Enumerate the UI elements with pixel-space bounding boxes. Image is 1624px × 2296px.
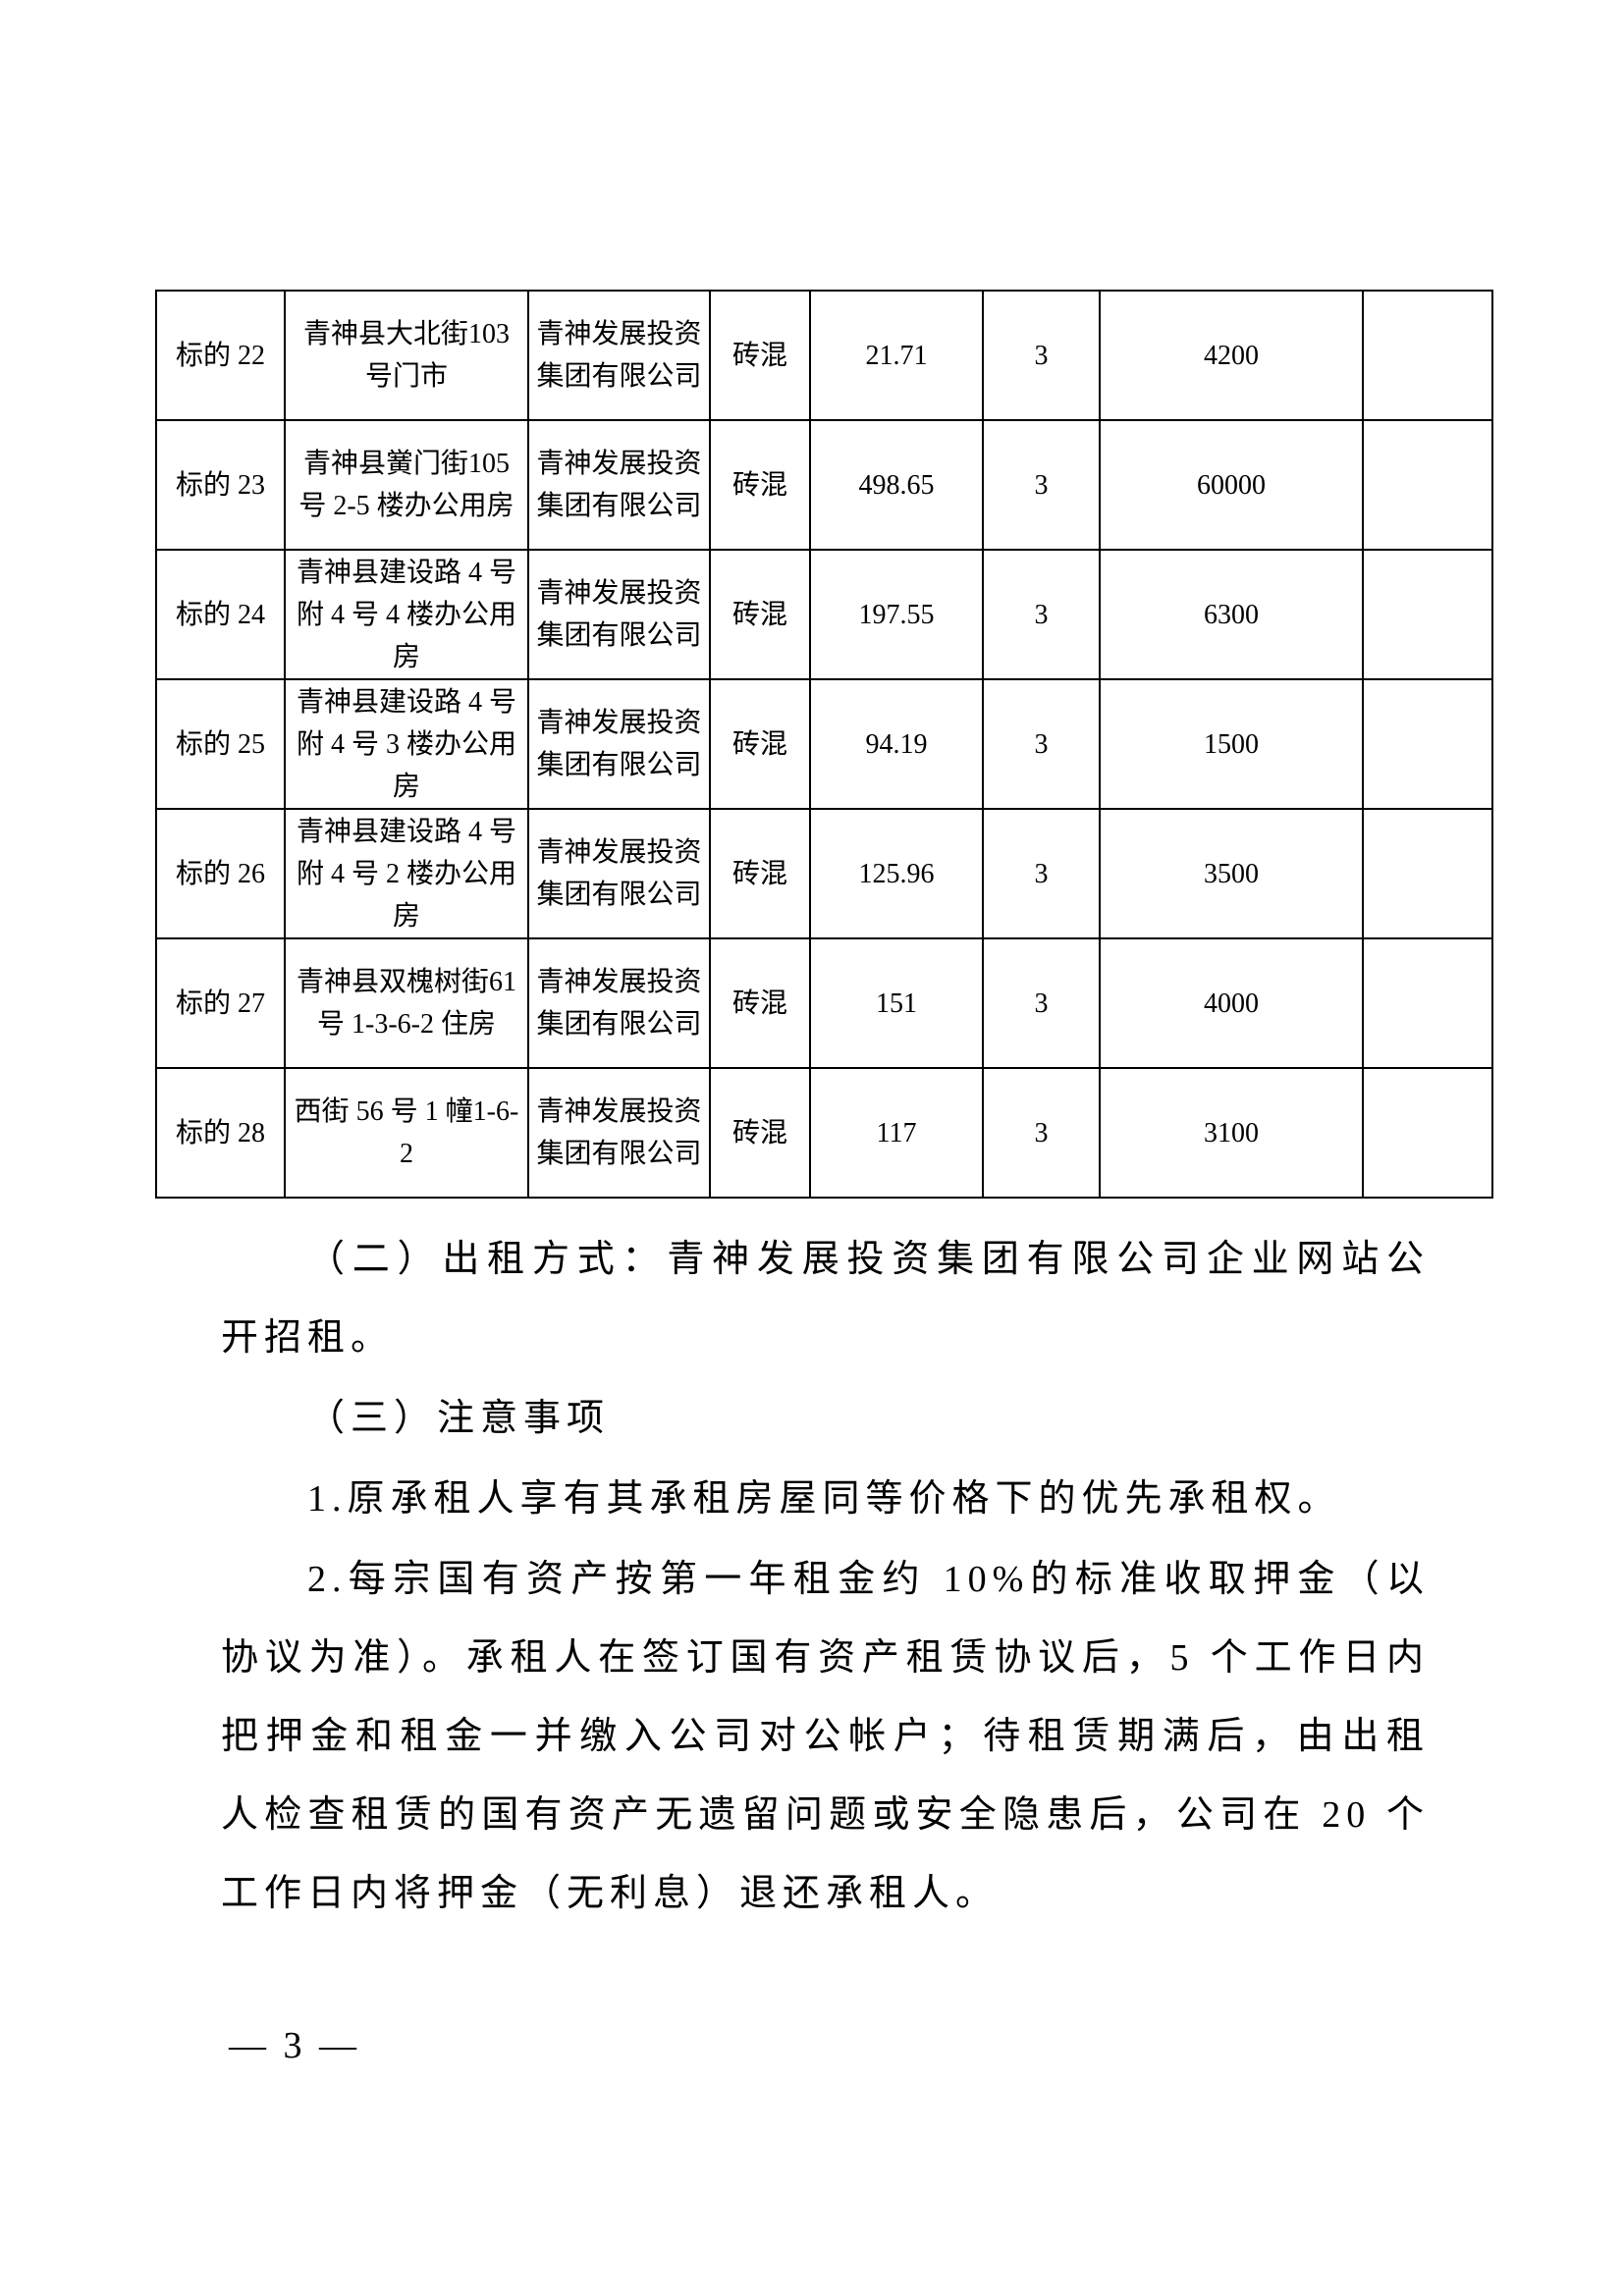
cell-owner: 青神发展投资集团有限公司 [527, 937, 711, 1069]
cell-note [1362, 419, 1493, 551]
lease-method-paragraph: （二）出租方式：青神发展投资集团有限公司企业网站公开招租。 [221, 1239, 1430, 1359]
cell-owner: 青神发展投资集团有限公司 [527, 290, 711, 421]
cell-id: 标的 27 [155, 937, 286, 1069]
cell-area: 125.96 [809, 808, 984, 939]
cell-area: 94.19 [809, 678, 984, 810]
table-row: 标的 26 青神县建设路 4 号附 4 号 2 楼办公用房 青神发展投资集团有限公司… [155, 808, 1493, 939]
cell-id: 标的 26 [155, 808, 286, 939]
cell-note [1362, 290, 1493, 421]
cell-note [1362, 808, 1493, 939]
table-row: 标的 25 青神县建设路 4 号附 4 号 3 楼办公用房 青神发展投资集团有限公司… [155, 678, 1493, 810]
cell-structure: 砖混 [709, 808, 811, 939]
cell-structure: 砖混 [709, 419, 811, 551]
cell-location: 青神县建设路 4 号附 4 号 2 楼办公用房 [284, 808, 529, 939]
cell-note [1362, 937, 1493, 1069]
cell-price: 6300 [1099, 549, 1364, 680]
table-row: 标的 22 青神县大北街103 号门市 青神发展投资集团有限公司 砖混 21.71 3 42… [155, 290, 1493, 421]
page-number: — 3 — [229, 2025, 360, 2066]
cell-id: 标的 24 [155, 549, 286, 680]
cell-term: 3 [982, 808, 1101, 939]
cell-location: 西街 56 号 1 幢1-6-2 [284, 1067, 529, 1199]
cell-price: 1500 [1099, 678, 1364, 810]
cell-structure: 砖混 [709, 290, 811, 421]
cell-price: 4000 [1099, 937, 1364, 1069]
cell-area: 21.71 [809, 290, 984, 421]
cell-owner: 青神发展投资集团有限公司 [527, 549, 711, 680]
cell-price: 3100 [1099, 1067, 1364, 1199]
note-1-paragraph: 1.原承租人享有其承租房屋同等价格下的优先承租权。 [307, 1478, 1341, 1520]
cell-owner: 青神发展投资集团有限公司 [527, 419, 711, 551]
table-row: 标的 23 青神县黉门街105 号 2-5 楼办公用房 青神发展投资集团有限公司 砖混… [155, 419, 1493, 551]
cell-term: 3 [982, 937, 1101, 1069]
cell-term: 3 [982, 678, 1101, 810]
cell-note [1362, 1067, 1493, 1199]
cell-location: 青神县建设路 4 号附 4 号 4 楼办公用房 [284, 549, 529, 680]
cell-owner: 青神发展投资集团有限公司 [527, 678, 711, 810]
cell-price: 3500 [1099, 808, 1364, 939]
cell-location: 青神县黉门街105 号 2-5 楼办公用房 [284, 419, 529, 551]
note-2-paragraph: 2.每宗国有资产按第一年租金约 10%的标准收取押金（以协议为准）。承租人在签订… [221, 1559, 1430, 1914]
table-row: 标的 28 西街 56 号 1 幢1-6-2 青神发展投资集团有限公司 砖混 117 3 3… [155, 1067, 1493, 1199]
cell-area: 197.55 [809, 549, 984, 680]
cell-location: 青神县建设路 4 号附 4 号 3 楼办公用房 [284, 678, 529, 810]
cell-term: 3 [982, 1067, 1101, 1199]
cell-owner: 青神发展投资集团有限公司 [527, 808, 711, 939]
table-row: 标的 27 青神县双槐树街61 号 1-3-6-2 住房 青神发展投资集团有限公司砖… [155, 937, 1493, 1069]
cell-structure: 砖混 [709, 1067, 811, 1199]
cell-note [1362, 678, 1493, 810]
cell-structure: 砖混 [709, 937, 811, 1069]
lease-table: 标的 22 青神县大北街103 号门市 青神发展投资集团有限公司 砖混 21.71 3 42… [155, 290, 1493, 1199]
cell-id: 标的 25 [155, 678, 286, 810]
cell-structure: 砖混 [709, 549, 811, 680]
cell-price: 60000 [1099, 419, 1364, 551]
cell-structure: 砖混 [709, 678, 811, 810]
cell-area: 498.65 [809, 419, 984, 551]
cell-area: 117 [809, 1067, 984, 1199]
cell-area: 151 [809, 937, 984, 1069]
cell-owner: 青神发展投资集团有限公司 [527, 1067, 711, 1199]
cell-id: 标的 22 [155, 290, 286, 421]
notes-heading: （三）注意事项 [307, 1398, 611, 1439]
cell-term: 3 [982, 419, 1101, 551]
cell-id: 标的 23 [155, 419, 286, 551]
table-row: 标的 24 青神县建设路 4 号附 4 号 4 楼办公用房 青神发展投资集团有限公司… [155, 549, 1493, 680]
cell-location: 青神县大北街103 号门市 [284, 290, 529, 421]
cell-term: 3 [982, 290, 1101, 421]
cell-term: 3 [982, 549, 1101, 680]
cell-note [1362, 549, 1493, 680]
cell-id: 标的 28 [155, 1067, 286, 1199]
cell-location: 青神县双槐树街61 号 1-3-6-2 住房 [284, 937, 529, 1069]
cell-price: 4200 [1099, 290, 1364, 421]
